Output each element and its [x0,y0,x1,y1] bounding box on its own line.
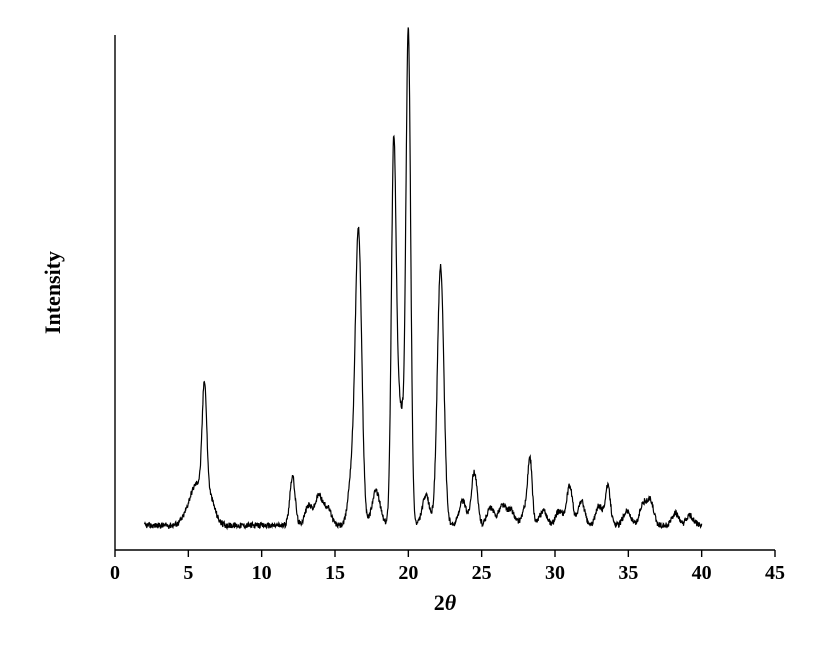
chart-svg: 0 5 10 15 20 25 30 35 40 45 2θ Intensity [0,0,837,648]
x-tick-label: 40 [692,562,712,584]
xrd-chart: 0 5 10 15 20 25 30 35 40 45 2θ Intensity [0,0,837,648]
x-tick-label: 45 [765,562,785,584]
x-tick-label: 10 [252,562,272,584]
x-tick-label: 15 [325,562,345,584]
x-tick-label: 25 [472,562,492,584]
x-tick-label: 20 [398,562,418,584]
x-tick-label: 35 [618,562,638,584]
xrd-pattern-line [144,27,701,528]
x-tick-label: 5 [183,562,193,584]
y-axis-label: Intensity [40,251,65,334]
x-axis-label: 2θ [434,590,457,615]
x-tick-label: 0 [110,562,120,584]
x-tick-label: 30 [545,562,565,584]
